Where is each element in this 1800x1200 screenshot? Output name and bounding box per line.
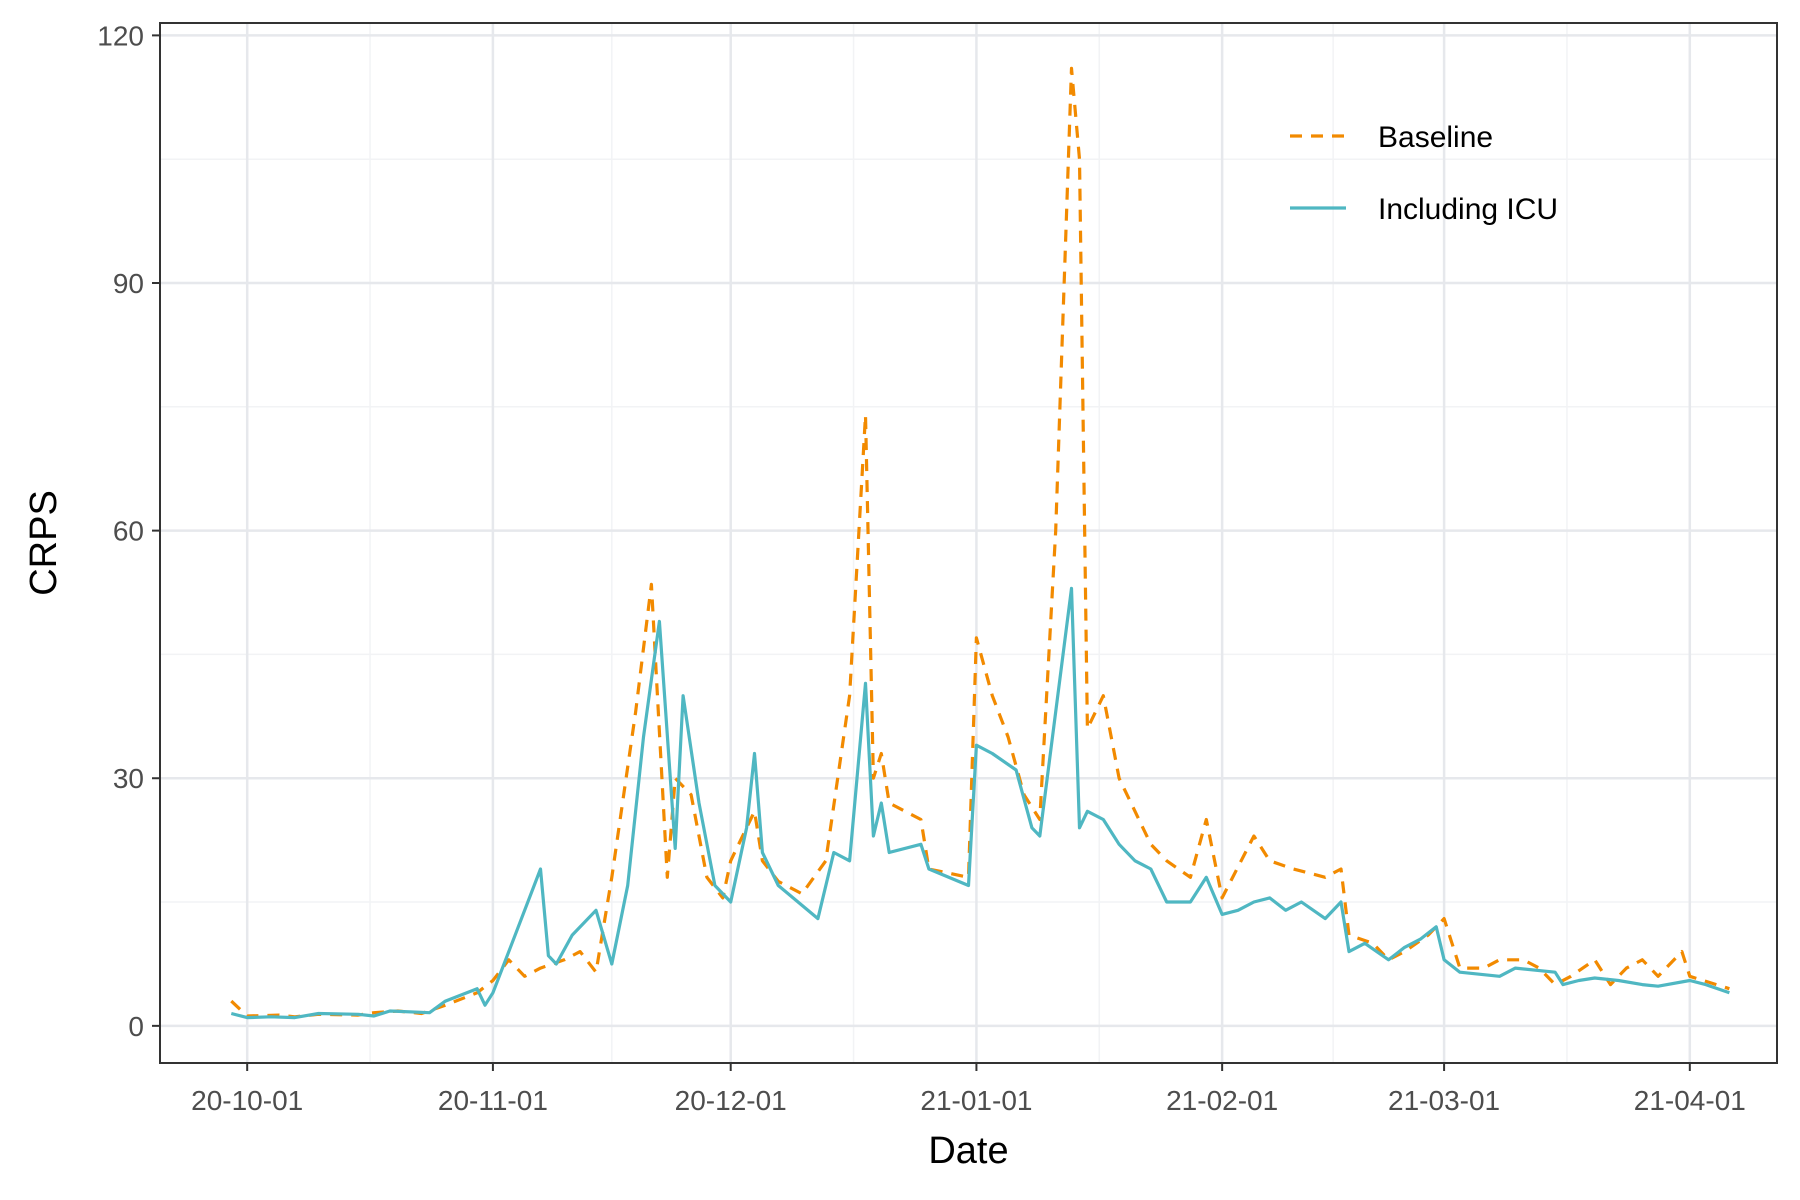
- series-lines: [230, 66, 1730, 1020]
- x-tick-label: 21-03-01: [1388, 1085, 1500, 1116]
- legend: Baseline Including ICU: [1290, 121, 1558, 226]
- series-line-icu: [230, 586, 1730, 1020]
- y-tick-label: 60: [113, 516, 144, 547]
- legend-label-including-icu: Including ICU: [1378, 193, 1558, 226]
- x-tick-label: 20-11-01: [438, 1085, 548, 1116]
- y-axis-title: CRPS: [23, 490, 65, 596]
- grid-lines: [160, 23, 1777, 1063]
- x-tick-label: 20-10-01: [191, 1085, 303, 1116]
- x-tick-label: 21-01-01: [920, 1085, 1032, 1116]
- axes: 0 30 60 90 120 20-10-01 20-11-01 20-12-01 21-01-…: [97, 20, 1746, 1116]
- legend-label-baseline: Baseline: [1378, 121, 1493, 154]
- plot-panel-border: [159, 22, 1778, 1064]
- x-tick-label: 20-12-01: [675, 1085, 787, 1116]
- y-tick-label: 90: [113, 268, 144, 299]
- y-tick-label: 0: [128, 1011, 144, 1042]
- y-tick-label: 120: [97, 20, 144, 51]
- x-tick-label: 21-02-01: [1166, 1085, 1278, 1116]
- series-line-baseline: [230, 66, 1730, 1019]
- x-axis-title: Date: [928, 1130, 1008, 1172]
- y-tick-label: 30: [113, 763, 144, 794]
- x-tick-label: 21-04-01: [1634, 1085, 1746, 1116]
